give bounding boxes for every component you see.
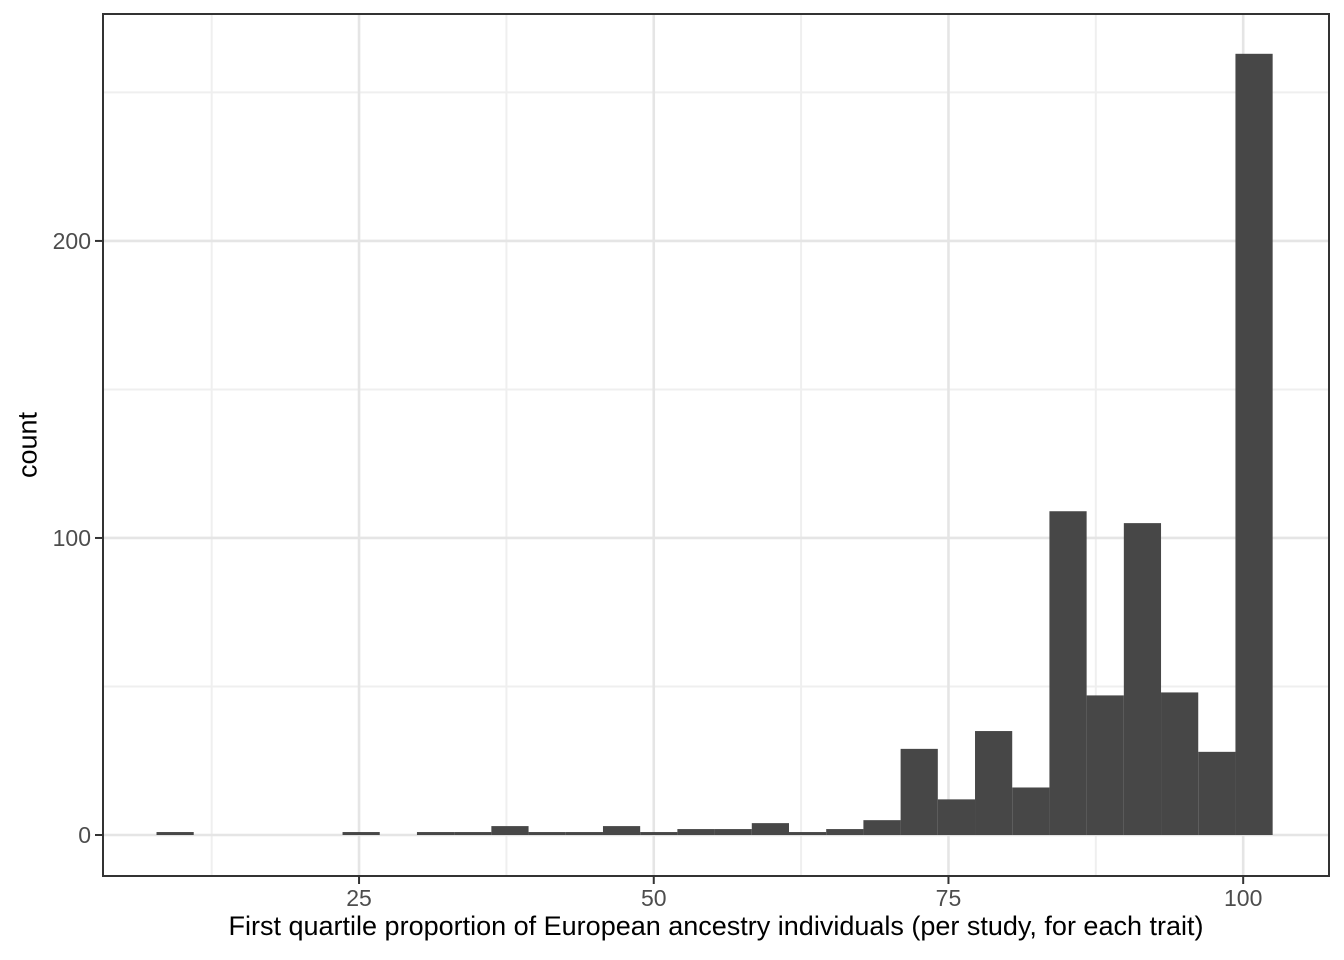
histogram-bar [1161, 692, 1199, 836]
x-axis-title: First quartile proportion of European an… [228, 911, 1204, 941]
histogram-bar [677, 829, 715, 836]
histogram-bar [975, 731, 1013, 836]
histogram-bar [1012, 787, 1050, 836]
histogram-bar [826, 829, 864, 836]
histogram-bar [937, 799, 976, 836]
histogram-bar [491, 826, 529, 836]
histogram-bar [156, 832, 194, 836]
histogram-bar [900, 748, 938, 836]
histogram-bar [1049, 511, 1087, 836]
histogram-bar [416, 832, 455, 836]
y-axis-tick-label: 0 [78, 822, 91, 848]
x-axis-tick-label: 50 [641, 885, 667, 911]
histogram-bar [528, 832, 566, 836]
histogram-bar [788, 832, 827, 836]
y-axis-title: count [12, 411, 43, 479]
x-axis-tick-label: 100 [1224, 885, 1262, 911]
histogram-bar [1198, 751, 1236, 836]
panel-border [102, 13, 1330, 877]
histogram-bar [602, 826, 641, 836]
histogram-bar [1235, 53, 1273, 836]
histogram-bar [640, 832, 678, 836]
histogram-bar [714, 829, 752, 836]
y-axis-tick-label: 100 [53, 525, 91, 551]
histogram-bar [565, 832, 603, 836]
x-axis-tick-label: 75 [936, 885, 962, 911]
histogram-bar [342, 832, 380, 836]
histogram-bar [863, 820, 901, 836]
histogram-bar [1123, 523, 1162, 836]
histogram-bar [1086, 695, 1124, 836]
y-axis-tick-label: 200 [53, 228, 91, 254]
histogram-bar [454, 832, 492, 836]
x-axis-tick-label: 25 [346, 885, 372, 911]
histogram-bar [751, 823, 789, 836]
